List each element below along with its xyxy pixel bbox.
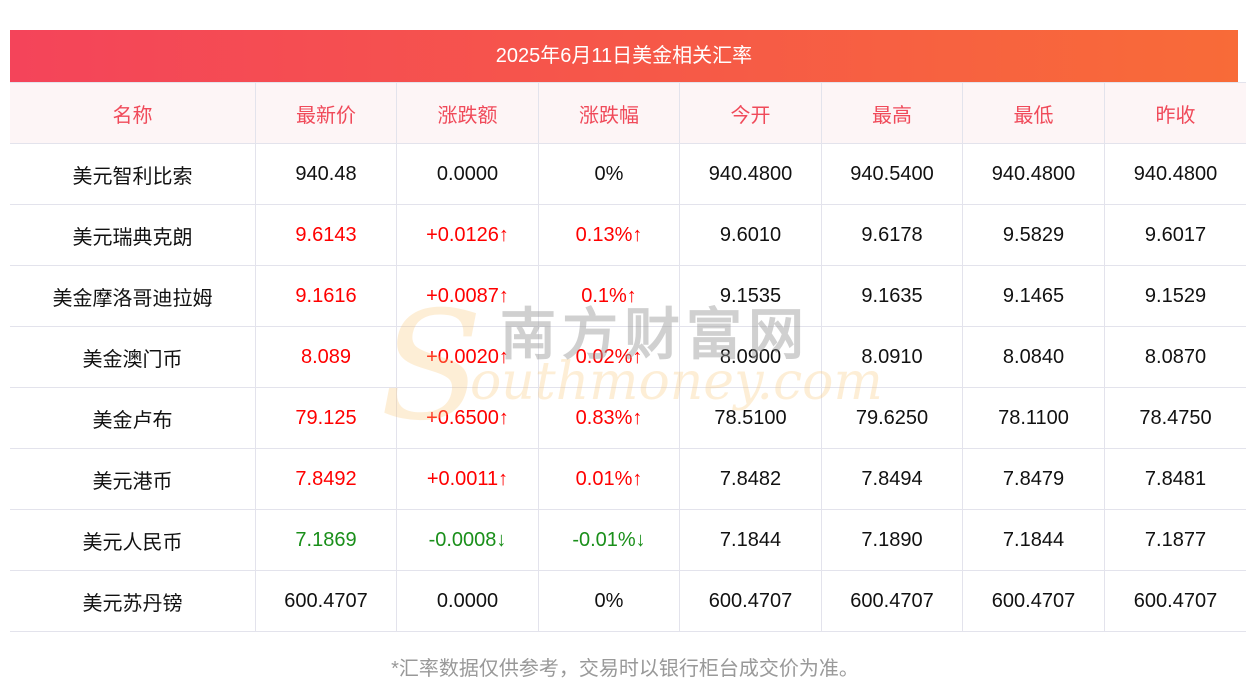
cell-open: 940.4800 (679, 143, 822, 205)
cell-low: 8.0840 (962, 326, 1105, 388)
cell-name: 美元人民币 (10, 509, 256, 571)
cell-pct: 0.01%↑ (538, 448, 680, 510)
cell-high: 9.6178 (821, 204, 963, 266)
cell-high: 79.6250 (821, 387, 963, 449)
cell-pct: 0% (538, 143, 680, 205)
cell-prev: 7.1877 (1104, 509, 1246, 571)
column-header: 最低 (962, 82, 1105, 144)
cell-open: 9.6010 (679, 204, 822, 266)
cell-name: 美元苏丹镑 (10, 570, 256, 632)
cell-name: 美元港币 (10, 448, 256, 510)
cell-prev: 9.6017 (1104, 204, 1246, 266)
cell-prev: 9.1529 (1104, 265, 1246, 327)
cell-open: 600.4707 (679, 570, 822, 632)
cell-pct: 0.1%↑ (538, 265, 680, 327)
cell-pct: 0.83%↑ (538, 387, 680, 449)
cell-change: +0.0087↑ (396, 265, 539, 327)
cell-open: 7.1844 (679, 509, 822, 571)
cell-name: 美金摩洛哥迪拉姆 (10, 265, 256, 327)
cell-name: 美金卢布 (10, 387, 256, 449)
cell-open: 8.0900 (679, 326, 822, 388)
table-row: 美元港币 7.8492 +0.0011↑ 0.01%↑ 7.8482 7.8494 7.84… (10, 448, 1246, 510)
column-header: 名称 (10, 82, 256, 144)
table-row: 美元人民币 7.1869 -0.0008↓ -0.01%↓ 7.1844 7.1890 7.… (10, 509, 1246, 571)
cell-low: 7.1844 (962, 509, 1105, 571)
column-header: 最新价 (255, 82, 397, 144)
cell-high: 600.4707 (821, 570, 963, 632)
cell-change: +0.0126↑ (396, 204, 539, 266)
cell-change: 0.0000 (396, 570, 539, 632)
cell-prev: 7.8481 (1104, 448, 1246, 510)
cell-latest: 940.48 (255, 143, 397, 205)
column-header: 今开 (679, 82, 822, 144)
table-row: 美元智利比索 940.48 0.0000 0% 940.4800 940.5400 940.… (10, 143, 1246, 205)
cell-name: 美元瑞典克朗 (10, 204, 256, 266)
cell-low: 940.4800 (962, 143, 1105, 205)
cell-open: 78.5100 (679, 387, 822, 449)
cell-low: 7.8479 (962, 448, 1105, 510)
cell-high: 7.8494 (821, 448, 963, 510)
cell-change: -0.0008↓ (396, 509, 539, 571)
cell-pct: -0.01%↓ (538, 509, 680, 571)
table-row: 美元瑞典克朗 9.6143 +0.0126↑ 0.13%↑ 9.6010 9.6178 9.… (10, 204, 1246, 266)
exchange-rate-table: 名称 最新价 涨跌额 涨跌幅 今开 最高 最低 昨收 美元智利比索 940.48 0.0000 0%… (10, 82, 1246, 632)
disclaimer-note: *汇率数据仅供参考，交易时以银行柜台成交价为准。 (391, 658, 859, 680)
cell-pct: 0.02%↑ (538, 326, 680, 388)
cell-high: 8.0910 (821, 326, 963, 388)
cell-change: +0.6500↑ (396, 387, 539, 449)
cell-open: 7.8482 (679, 448, 822, 510)
column-header: 昨收 (1104, 82, 1246, 144)
cell-prev: 600.4707 (1104, 570, 1246, 632)
cell-low: 600.4707 (962, 570, 1105, 632)
column-header: 最高 (821, 82, 963, 144)
cell-pct: 0% (538, 570, 680, 632)
table-row: 美金卢布 79.125 +0.6500↑ 0.83%↑ 78.5100 79.6250 78… (10, 387, 1246, 449)
cell-latest: 600.4707 (255, 570, 397, 632)
cell-name: 美金澳门币 (10, 326, 256, 388)
header-row: 名称 最新价 涨跌额 涨跌幅 今开 最高 最低 昨收 (10, 82, 1246, 144)
cell-low: 9.5829 (962, 204, 1105, 266)
column-header: 涨跌幅 (538, 82, 680, 144)
table-row: 美金澳门币 8.089 +0.0020↑ 0.02%↑ 8.0900 8.0910 8.08… (10, 326, 1246, 388)
cell-prev: 940.4800 (1104, 143, 1246, 205)
cell-latest: 7.1869 (255, 509, 397, 571)
cell-latest: 79.125 (255, 387, 397, 449)
cell-change: 0.0000 (396, 143, 539, 205)
cell-change: +0.0020↑ (396, 326, 539, 388)
cell-high: 7.1890 (821, 509, 963, 571)
cell-prev: 78.4750 (1104, 387, 1246, 449)
table-title: 2025年6月11日美金相关汇率 (10, 30, 1238, 82)
cell-pct: 0.13%↑ (538, 204, 680, 266)
column-header: 涨跌额 (396, 82, 539, 144)
cell-high: 940.5400 (821, 143, 963, 205)
cell-prev: 8.0870 (1104, 326, 1246, 388)
cell-high: 9.1635 (821, 265, 963, 327)
cell-change: +0.0011↑ (396, 448, 539, 510)
table-row: 美金摩洛哥迪拉姆 9.1616 +0.0087↑ 0.1%↑ 9.1535 9.1635 9… (10, 265, 1246, 327)
cell-latest: 9.6143 (255, 204, 397, 266)
cell-latest: 7.8492 (255, 448, 397, 510)
cell-open: 9.1535 (679, 265, 822, 327)
cell-latest: 9.1616 (255, 265, 397, 327)
cell-low: 78.1100 (962, 387, 1105, 449)
cell-latest: 8.089 (255, 326, 397, 388)
cell-name: 美元智利比索 (10, 143, 256, 205)
cell-low: 9.1465 (962, 265, 1105, 327)
table-row: 美元苏丹镑 600.4707 0.0000 0% 600.4707 600.4707 600… (10, 570, 1246, 632)
